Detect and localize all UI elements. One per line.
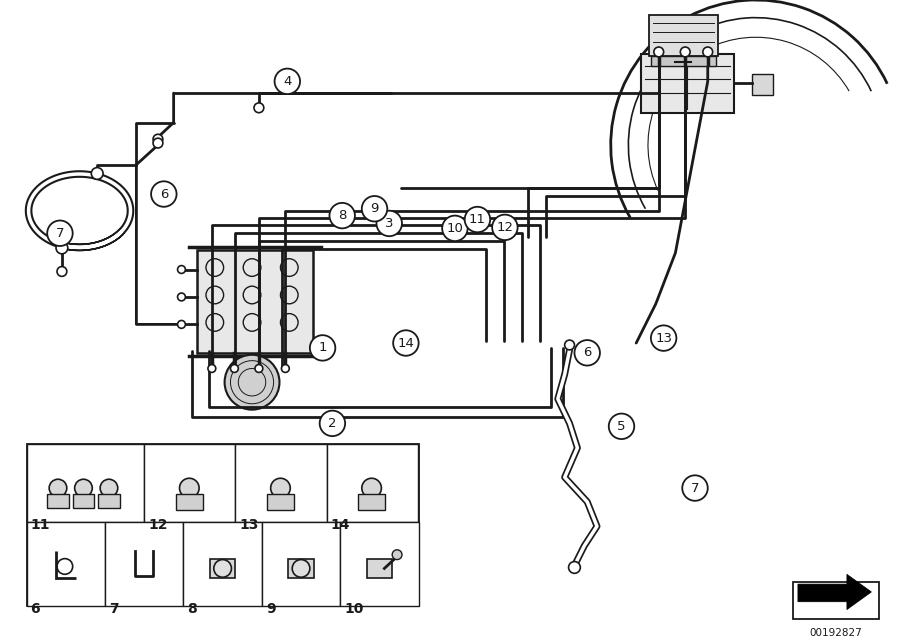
Circle shape [310, 335, 336, 361]
Bar [236, 444, 327, 522]
Text: 2: 2 [328, 417, 337, 430]
Bar [27, 522, 105, 605]
Circle shape [254, 103, 264, 113]
Circle shape [320, 411, 345, 436]
Circle shape [75, 480, 93, 497]
Circle shape [153, 138, 163, 148]
Text: 7: 7 [109, 602, 119, 616]
Circle shape [564, 340, 574, 350]
Text: 6: 6 [583, 347, 591, 359]
Circle shape [703, 47, 713, 57]
Circle shape [329, 203, 355, 228]
Text: 8: 8 [187, 602, 197, 616]
Bar [358, 494, 385, 509]
Circle shape [100, 480, 118, 497]
Text: 4: 4 [284, 75, 292, 88]
Text: 7: 7 [56, 227, 64, 240]
Text: 8: 8 [338, 209, 346, 222]
Circle shape [492, 214, 517, 240]
Circle shape [442, 216, 468, 241]
Circle shape [177, 293, 185, 301]
Circle shape [255, 364, 263, 373]
Circle shape [91, 167, 104, 179]
Circle shape [208, 364, 216, 373]
Circle shape [47, 221, 73, 246]
Text: 14: 14 [330, 518, 350, 532]
Text: 5: 5 [617, 420, 626, 433]
Text: 11: 11 [469, 213, 486, 226]
Bar [641, 54, 734, 113]
Circle shape [362, 478, 382, 498]
Text: 00192827: 00192827 [810, 628, 862, 636]
Circle shape [179, 478, 199, 498]
Circle shape [680, 47, 690, 57]
Circle shape [651, 326, 677, 351]
Bar [105, 522, 184, 605]
Bar [47, 494, 68, 508]
Text: 9: 9 [371, 202, 379, 215]
Bar [266, 494, 294, 509]
Bar [210, 558, 236, 578]
Polygon shape [651, 56, 716, 66]
Text: 1: 1 [319, 342, 327, 354]
Bar [98, 494, 120, 508]
Circle shape [225, 355, 280, 410]
Bar [27, 444, 144, 522]
Circle shape [682, 475, 707, 501]
Bar [73, 494, 94, 508]
Text: 11: 11 [31, 518, 50, 532]
Bar [176, 494, 203, 509]
Bar [793, 582, 879, 619]
Text: 6: 6 [159, 188, 168, 200]
Circle shape [214, 560, 231, 577]
Circle shape [392, 550, 402, 560]
Text: 13: 13 [655, 331, 672, 345]
Bar [262, 522, 340, 605]
Circle shape [608, 413, 634, 439]
Circle shape [574, 340, 600, 366]
Bar [27, 444, 419, 605]
Circle shape [282, 364, 289, 373]
Text: 6: 6 [31, 602, 40, 616]
Circle shape [56, 242, 68, 254]
Bar [327, 444, 418, 522]
Circle shape [362, 196, 387, 221]
Polygon shape [798, 574, 871, 609]
Bar [144, 444, 236, 522]
Text: 10: 10 [344, 602, 364, 616]
Bar [288, 558, 314, 578]
Circle shape [177, 321, 185, 328]
Circle shape [464, 207, 491, 232]
Text: 7: 7 [691, 481, 699, 495]
Bar [649, 15, 717, 56]
Circle shape [153, 134, 163, 144]
Circle shape [653, 47, 663, 57]
Circle shape [230, 364, 238, 373]
Circle shape [376, 211, 402, 236]
Circle shape [292, 560, 310, 577]
Bar [184, 522, 262, 605]
Circle shape [274, 69, 300, 94]
Circle shape [57, 266, 67, 277]
Circle shape [177, 266, 185, 273]
Text: 14: 14 [398, 336, 414, 350]
Circle shape [271, 478, 291, 498]
Text: 12: 12 [497, 221, 513, 234]
Text: 9: 9 [266, 602, 275, 616]
Text: 13: 13 [239, 518, 258, 532]
Text: 10: 10 [446, 222, 464, 235]
Text: 3: 3 [385, 217, 393, 230]
Text: 12: 12 [148, 518, 167, 532]
Bar [366, 558, 392, 578]
Bar [197, 250, 313, 353]
Circle shape [151, 181, 176, 207]
Circle shape [569, 562, 580, 573]
Circle shape [50, 480, 67, 497]
Bar [340, 522, 418, 605]
Circle shape [393, 330, 419, 356]
Bar [752, 74, 773, 95]
